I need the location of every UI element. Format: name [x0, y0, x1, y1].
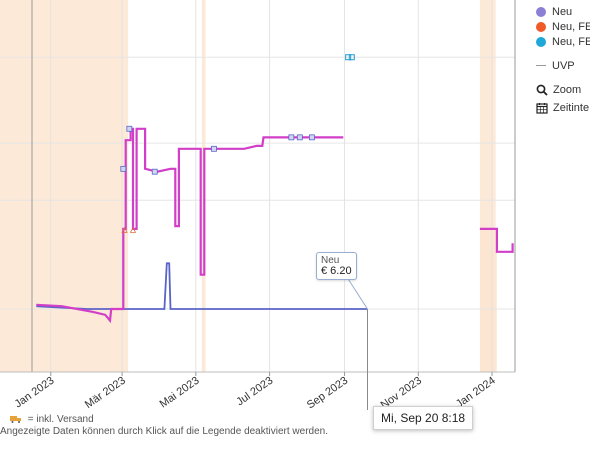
x-tick-label: Jan 2023 [13, 375, 57, 411]
truck-icon [10, 416, 21, 424]
shipping-note-row: = inkl. Versand [0, 414, 328, 426]
legend-label: Neu, FE [552, 35, 590, 48]
marker-neu-fbm [345, 54, 352, 61]
legend-dot-neu [536, 6, 546, 17]
marker-neu [151, 168, 158, 175]
legend-label: Neu [552, 5, 573, 18]
zeitinterval-control[interactable]: Zeitinte [536, 99, 590, 117]
crosshair [347, 277, 369, 410]
magnifier-icon [536, 84, 548, 96]
legend-note: Angezeigte Daten können durch Klick auf … [0, 426, 328, 437]
series-lines [36, 127, 514, 324]
marker-neu [296, 134, 303, 141]
legend-label: Neu, FE [552, 20, 590, 33]
legend-dot-neu-fbm [536, 36, 546, 47]
value-tooltip: Neu € 6.20 [316, 252, 357, 280]
shaded-interval [0, 0, 129, 372]
legend-dot-neu-fba [536, 21, 546, 32]
series-line-neu [36, 262, 368, 310]
legend-item-neu[interactable]: Neu [536, 4, 590, 19]
shaded-intervals [0, 0, 497, 372]
zoom-label: Zoom [553, 84, 582, 96]
marker-neu-fba [121, 227, 128, 233]
series-line-amazon-late [479, 227, 514, 253]
shipping-note: = inkl. Versand [27, 414, 94, 425]
chart-footer: = inkl. Versand Angezeigte Daten können … [0, 414, 328, 438]
x-tick-label: Mai 2023 [158, 375, 202, 411]
series-markers [120, 54, 355, 233]
tooltip-series: Neu [321, 255, 340, 266]
marker-neu [120, 165, 127, 172]
legend-item-neu-fbm[interactable]: Neu, FE [536, 34, 590, 49]
x-tick-label: Jul 2023 [234, 375, 275, 409]
x-tick-label: Mär 2023 [83, 375, 128, 411]
marker-neu [309, 134, 315, 141]
legend-line-uvp [536, 65, 546, 66]
marker-neu [288, 134, 295, 141]
shaded-late-area [479, 228, 497, 372]
tooltip-value: € 6.20 [321, 265, 352, 277]
legend-label: UVP [552, 59, 575, 72]
tooltip-connector [347, 277, 368, 310]
crosshair-date-label: Mi, Sep 20 8:18 [373, 406, 474, 430]
series-line-amazon [36, 127, 344, 324]
legend-item-uvp[interactable]: UVP [536, 58, 590, 73]
zoom-control[interactable]: Zoom [536, 81, 590, 99]
legend-item-neu-fba[interactable]: Neu, FE [536, 19, 590, 34]
legend: Neu Neu, FE Neu, FE UVP Zoom Zeitinte [536, 4, 590, 117]
x-tick-label: Sep 2023 [305, 375, 350, 412]
marker-neu-fbm [348, 54, 355, 61]
marker-neu-fba [129, 227, 137, 233]
marker-neu [211, 145, 217, 152]
marker-neu [126, 125, 133, 132]
calendar-icon [536, 103, 548, 114]
zeitinterval-label: Zeitinte [553, 102, 590, 114]
